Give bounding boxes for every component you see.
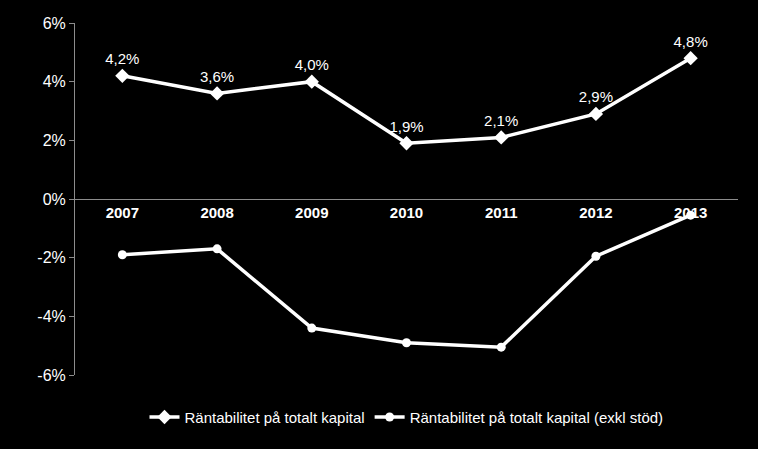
svg-text:4,8%: 4,8% <box>674 33 708 50</box>
svg-text:2,1%: 2,1% <box>484 112 518 129</box>
svg-text:2010: 2010 <box>390 204 423 221</box>
svg-text:Räntabilitet på totalt kapital: Räntabilitet på totalt kapital <box>185 409 365 426</box>
svg-text:2009: 2009 <box>295 204 328 221</box>
svg-text:1,9%: 1,9% <box>389 118 423 135</box>
svg-text:3,6%: 3,6% <box>200 68 234 85</box>
svg-text:2012: 2012 <box>579 204 612 221</box>
svg-text:2008: 2008 <box>200 204 233 221</box>
svg-text:2%: 2% <box>43 132 66 149</box>
svg-text:0%: 0% <box>43 191 66 208</box>
svg-text:6%: 6% <box>43 15 66 32</box>
svg-text:-2%: -2% <box>37 249 65 266</box>
svg-text:2013: 2013 <box>674 204 707 221</box>
svg-text:-4%: -4% <box>37 308 65 325</box>
svg-text:Räntabilitet på totalt kapital: Räntabilitet på totalt kapital (exkl stö… <box>410 409 663 426</box>
svg-text:4,0%: 4,0% <box>295 56 329 73</box>
svg-text:4,2%: 4,2% <box>105 50 139 67</box>
svg-text:-6%: -6% <box>37 367 65 384</box>
svg-text:2011: 2011 <box>485 204 518 221</box>
svg-text:2007: 2007 <box>106 204 139 221</box>
svg-text:4%: 4% <box>43 73 66 90</box>
svg-text:2,9%: 2,9% <box>579 88 613 105</box>
